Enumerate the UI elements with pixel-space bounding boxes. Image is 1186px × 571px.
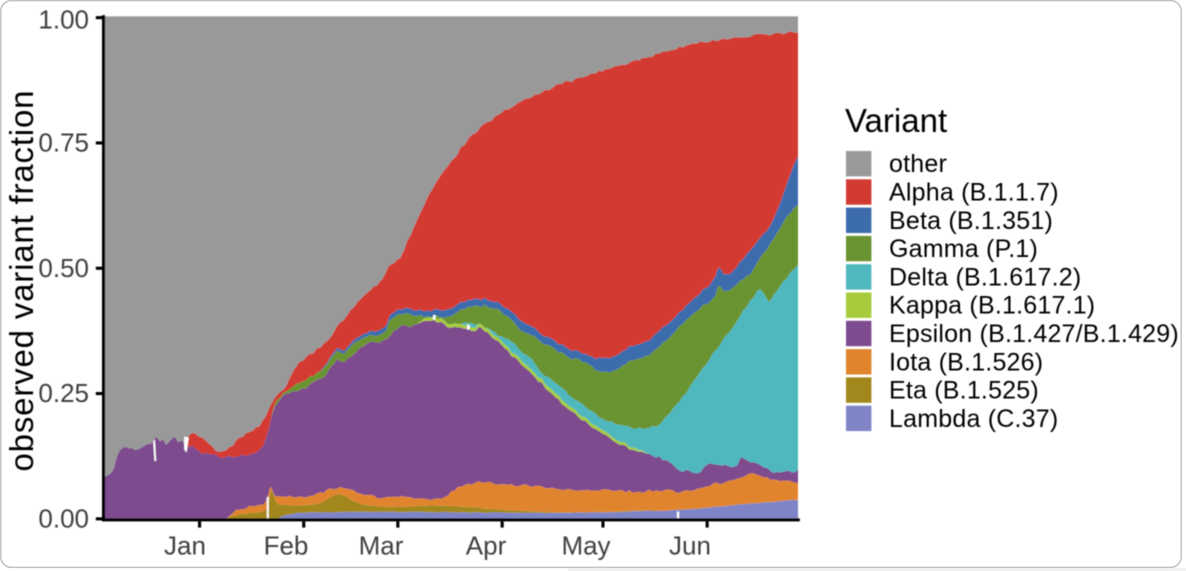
svg-text:Delta (B.1.617.2): Delta (B.1.617.2)	[889, 263, 1081, 291]
svg-text:observed variant fraction: observed variant fraction	[3, 91, 40, 472]
svg-text:Apr: Apr	[466, 531, 507, 561]
svg-text:Iota (B.1.526): Iota (B.1.526)	[889, 348, 1043, 376]
svg-text:Gamma (P.1): Gamma (P.1)	[889, 235, 1038, 263]
svg-text:Jun: Jun	[669, 531, 711, 561]
svg-text:Beta (B.1.351): Beta (B.1.351)	[889, 207, 1053, 235]
svg-text:May: May	[561, 531, 610, 561]
svg-text:0.50: 0.50	[38, 253, 89, 283]
svg-text:Jan: Jan	[164, 531, 206, 561]
svg-text:other: other	[889, 150, 947, 178]
svg-text:0.25: 0.25	[38, 378, 89, 408]
svg-text:Epsilon (B.1.427/B.1.429): Epsilon (B.1.427/B.1.429)	[889, 320, 1179, 348]
svg-text:Kappa (B.1.617.1): Kappa (B.1.617.1)	[889, 292, 1095, 320]
svg-text:Mar: Mar	[359, 531, 404, 561]
svg-text:Alpha (B.1.1.7): Alpha (B.1.1.7)	[889, 179, 1059, 207]
svg-text:0.75: 0.75	[38, 128, 89, 158]
svg-text:Variant: Variant	[845, 102, 947, 139]
svg-text:Eta (B.1.525): Eta (B.1.525)	[889, 377, 1039, 405]
svg-text:Lambda (C.37): Lambda (C.37)	[889, 405, 1058, 433]
svg-text:Feb: Feb	[264, 531, 309, 561]
svg-text:1.00: 1.00	[38, 4, 89, 34]
svg-text:0.00: 0.00	[38, 504, 89, 534]
